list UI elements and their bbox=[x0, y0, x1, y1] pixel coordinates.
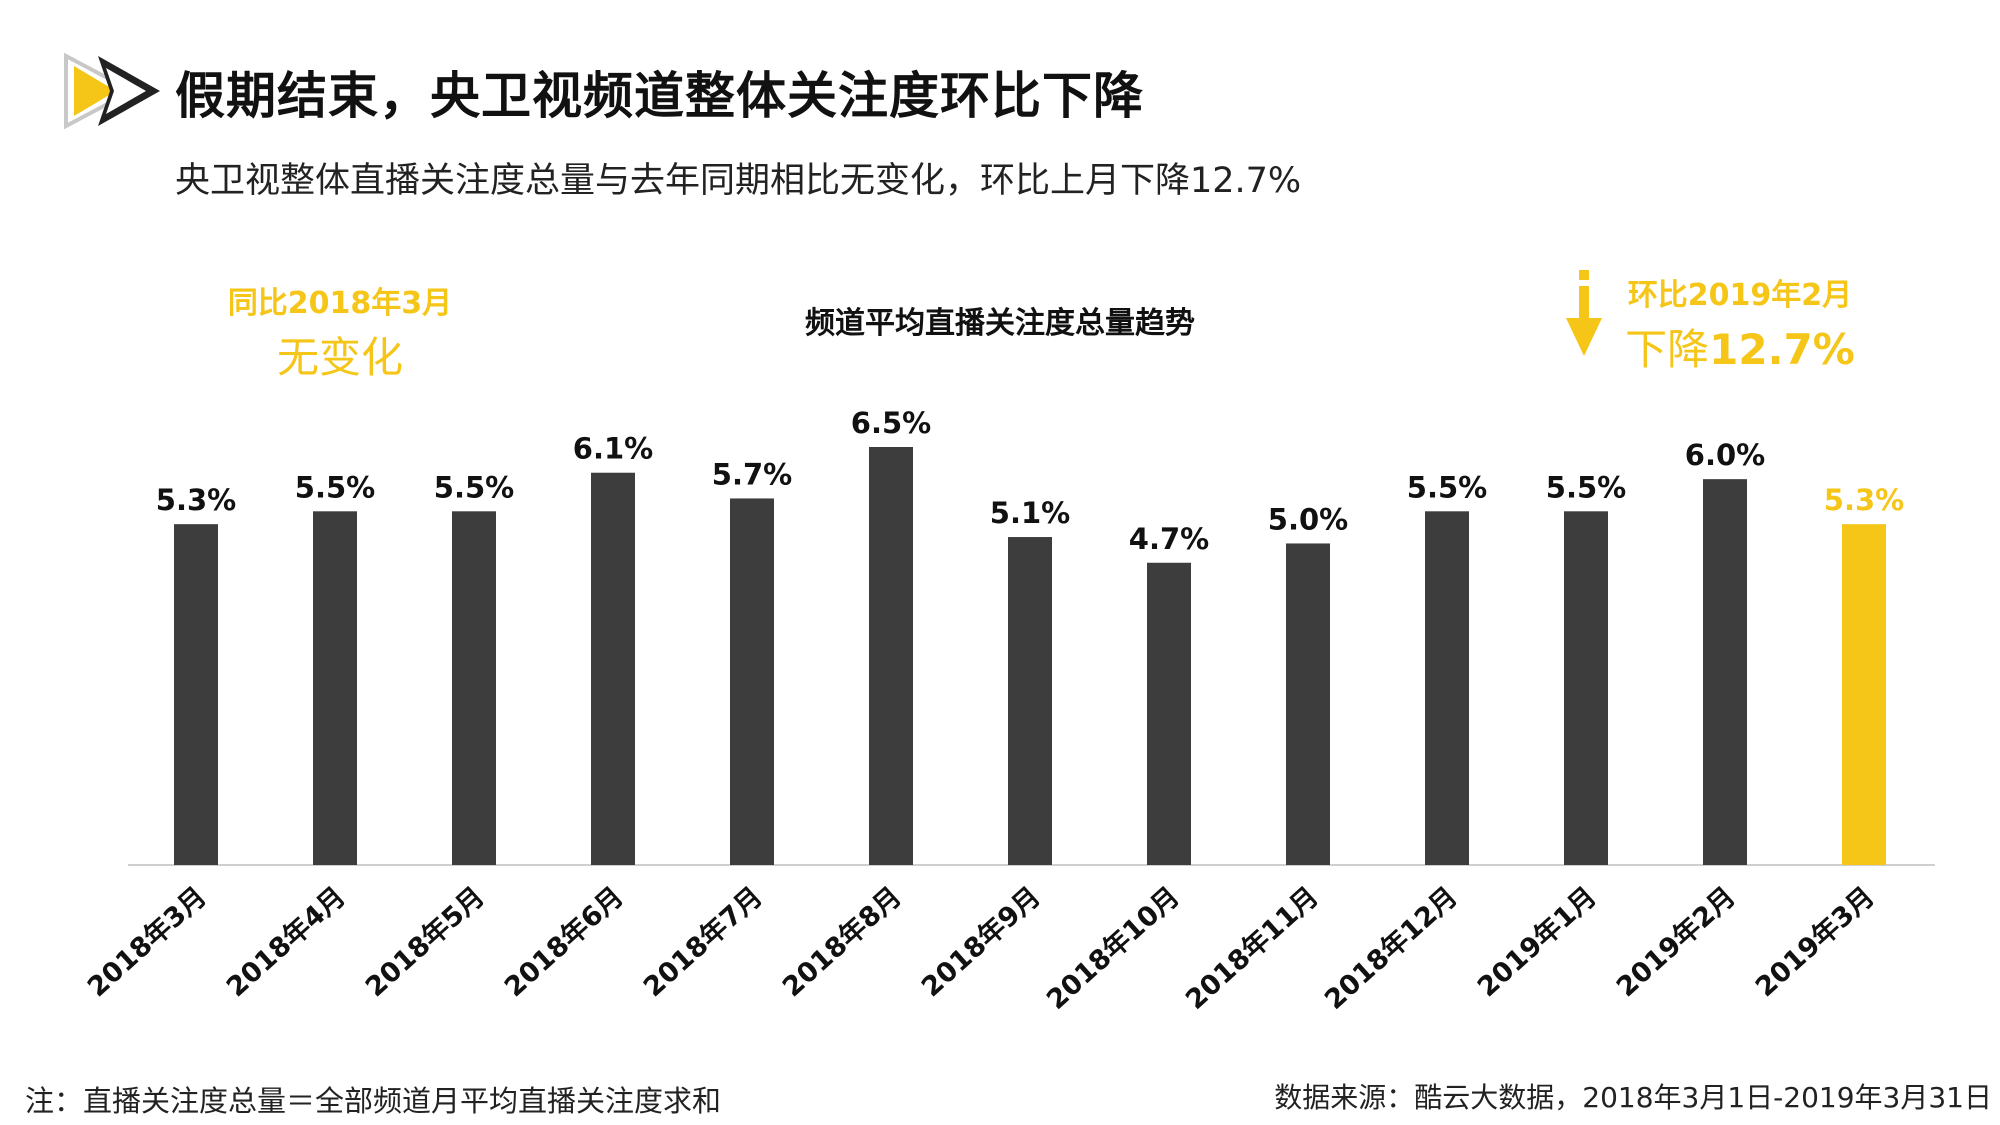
mom-callout-value: 12.7% bbox=[1709, 325, 1855, 374]
footnote: 注：直播关注度总量＝全部频道月平均直播关注度求和 bbox=[25, 1084, 722, 1118]
bar-value-label: 6.1% bbox=[573, 432, 653, 466]
x-tick-label: 2018年5月 bbox=[359, 880, 490, 1003]
x-tick-label: 2018年8月 bbox=[776, 880, 907, 1003]
bar bbox=[591, 472, 635, 865]
x-tick-label: 2018年6月 bbox=[498, 880, 629, 1003]
bar-value-label: 5.5% bbox=[1546, 470, 1626, 504]
down-arrow-icon bbox=[1566, 270, 1602, 356]
x-tick-label: 2019年1月 bbox=[1471, 880, 1602, 1003]
mom-callout: 环比2019年2月 下降12.7% bbox=[1610, 270, 1870, 377]
page-title: 假期结束，央卫视频道整体关注度环比下降 bbox=[175, 67, 1144, 125]
page-subtitle: 央卫视整体直播关注度总量与去年同期相比无变化，环比上月下降12.7% bbox=[175, 161, 1302, 201]
x-tick-label: 2019年2月 bbox=[1610, 880, 1741, 1003]
yoy-callout-value: 无变化 bbox=[276, 333, 403, 382]
bar bbox=[174, 524, 218, 865]
mom-callout-label: 环比2019年2月 bbox=[1627, 278, 1853, 313]
bar-value-label: 5.3% bbox=[156, 483, 236, 517]
bar-value-label: 5.0% bbox=[1268, 502, 1348, 536]
bar bbox=[1008, 537, 1052, 865]
yoy-callout: 同比2018年3月 无变化 bbox=[215, 278, 465, 385]
bar bbox=[1703, 479, 1747, 865]
x-tick-label: 2018年3月 bbox=[81, 880, 212, 1003]
bar-value-label: 5.7% bbox=[712, 457, 792, 491]
bar bbox=[452, 511, 496, 865]
bar bbox=[1842, 524, 1886, 865]
x-tick-label: 2018年7月 bbox=[637, 880, 768, 1003]
bar bbox=[1286, 543, 1330, 865]
bar bbox=[1564, 511, 1608, 865]
mom-callout-prefix: 下降 bbox=[1625, 325, 1710, 374]
x-tick-label: 2018年10月 bbox=[1040, 880, 1185, 1015]
play-arrow-logo-icon bbox=[64, 52, 160, 130]
bar-value-label: 6.5% bbox=[851, 406, 931, 440]
bar bbox=[869, 447, 913, 865]
bar-value-label: 4.7% bbox=[1129, 522, 1209, 556]
bar bbox=[1425, 511, 1469, 865]
bar-value-label: 5.1% bbox=[990, 496, 1070, 530]
bar-value-label: 5.5% bbox=[295, 470, 375, 504]
x-tick-label: 2018年11月 bbox=[1179, 880, 1324, 1015]
bar bbox=[313, 511, 357, 865]
mom-callout-value-line: 下降12.7% bbox=[1610, 316, 1870, 377]
chart-title: 频道平均直播关注度总量趋势 bbox=[805, 306, 1195, 341]
x-tick-label: 2018年9月 bbox=[915, 880, 1046, 1003]
x-tick-label: 2019年3月 bbox=[1749, 880, 1880, 1003]
bar-chart: 5.3% 2018年3月 5.5% 2018年4月 5.5% 2018年5月 6.1% 201… bbox=[81, 406, 1935, 1016]
x-tick-label: 2018年12月 bbox=[1318, 880, 1463, 1015]
bar bbox=[1147, 562, 1191, 865]
bar-value-label: 5.3% bbox=[1824, 483, 1904, 517]
data-source: 数据来源：酷云大数据，2018年3月1日-2019年3月31日 bbox=[1274, 1081, 1992, 1114]
bar-value-label: 5.5% bbox=[1407, 470, 1487, 504]
bar-value-label: 6.0% bbox=[1685, 438, 1765, 472]
yoy-callout-label: 同比2018年3月 bbox=[227, 286, 453, 321]
bar-value-label: 5.5% bbox=[434, 470, 514, 504]
x-tick-label: 2018年4月 bbox=[220, 880, 351, 1003]
bar bbox=[730, 498, 774, 865]
